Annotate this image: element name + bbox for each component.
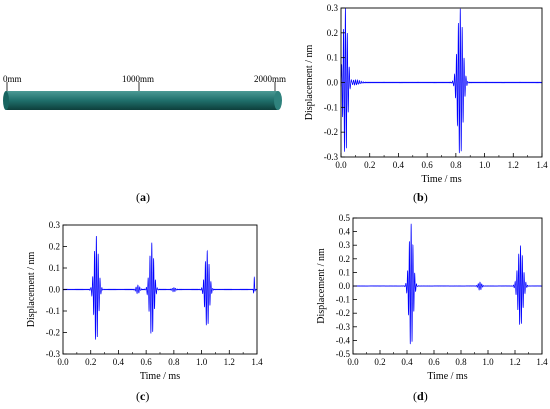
- chart-b-ytick-label: 0.2: [327, 28, 338, 38]
- chart-b-xtick-label: 1.2: [508, 160, 519, 170]
- chart-c-xtick-label: 0.2: [85, 357, 96, 367]
- chart-b-ytick-label: 0.1: [327, 53, 338, 63]
- chart-d-ytick-label: 0.1: [339, 267, 350, 277]
- chart-c-ytick-label: 0.2: [49, 242, 60, 252]
- panel-label-d: (d): [413, 389, 428, 403]
- chart-b-ytick-label: -0.2: [324, 127, 338, 137]
- chart-c-xtick-label: 0.6: [141, 357, 153, 367]
- chart-b: 0.0 0.2 0.4 0.6 0.8 1.0 1.2 1.4 0.3 0.2 0.1 0.0 -0.1…: [304, 3, 548, 185]
- chart-b-xtick-label: 0.2: [364, 160, 375, 170]
- chart-c-series: [62, 236, 258, 340]
- panel-label-a: (a): [136, 190, 150, 204]
- chart-b-xtick-label: 0.6: [422, 160, 434, 170]
- chart-b-ytick-label: -0.1: [324, 102, 338, 112]
- chart-d-xtick-label: 0.6: [428, 357, 440, 367]
- pipe-marker-0: 0mm: [3, 74, 22, 84]
- chart-d-ytick-label: -0.5: [336, 349, 351, 359]
- chart-d-ytick-label: 0.5: [339, 213, 351, 223]
- chart-c-ytick-label: 0.1: [49, 263, 60, 273]
- chart-b-xtick-label: 0.0: [335, 160, 347, 170]
- pipe-model-svg: 0mm 1000mm 2000mm: [3, 74, 286, 110]
- pipe-body: [6, 91, 278, 110]
- chart-b-xtick-label: 1.0: [479, 160, 491, 170]
- chart-b-ytick-label: -0.3: [324, 152, 339, 162]
- chart-c-ytick-label: -0.1: [46, 306, 60, 316]
- pipe-start-cap: [3, 91, 9, 110]
- chart-d: 0.0 0.2 0.4 0.6 0.8 1.0 1.2 1.4 0.5 0.4 0.3 0.2 0.1 0…: [316, 213, 548, 382]
- chart-d-xtick-label: 0.8: [455, 357, 467, 367]
- chart-b-xtick-label: 0.4: [393, 160, 405, 170]
- chart-d-ytick-label: -0.1: [336, 295, 350, 305]
- pipe-marker-2: 2000mm: [254, 74, 286, 84]
- chart-d-xtick-label: 1.4: [536, 357, 548, 367]
- chart-d-xtick-label: 0.0: [347, 357, 359, 367]
- chart-c-xtick-label: 1.4: [251, 357, 263, 367]
- pipe-end-cap: [274, 91, 282, 110]
- chart-b-xlabel: Time / ms: [421, 174, 461, 185]
- chart-d-xtick-label: 0.4: [401, 357, 413, 367]
- chart-d-ytick-label: 0.2: [339, 254, 350, 264]
- chart-c-xtick-label: 1.0: [196, 357, 208, 367]
- chart-d-ytick-label: -0.2: [336, 308, 350, 318]
- chart-c-ytick-label: -0.3: [46, 349, 61, 359]
- chart-c-ylabel: Displacement / nm: [26, 252, 37, 328]
- chart-d-ytick-label: 0.0: [339, 281, 351, 291]
- chart-b-xtick-label: 0.8: [450, 160, 462, 170]
- chart-d-ytick-label: -0.4: [336, 335, 351, 345]
- chart-c-xtick-label: 0.0: [57, 357, 69, 367]
- chart-d-series: [352, 223, 543, 345]
- panel-label-b: (b): [413, 190, 428, 204]
- chart-d-xtick-label: 1.0: [482, 357, 494, 367]
- chart-b-series: [340, 8, 543, 154]
- chart-d-xlabel: Time / ms: [427, 371, 467, 382]
- chart-b-ylabel: Displacement / nm: [304, 45, 315, 121]
- chart-c-xlabel: Time / ms: [140, 371, 180, 382]
- panel-label-c: (c): [136, 389, 150, 403]
- chart-b-ytick-label: 0.0: [327, 78, 339, 88]
- chart-c-xtick-label: 0.8: [168, 357, 180, 367]
- pipe-marker-1: 1000mm: [122, 74, 154, 84]
- chart-c-ytick-label: -0.2: [46, 328, 60, 338]
- chart-d-xtick-label: 1.2: [509, 357, 520, 367]
- chart-c-ytick-label: 0.0: [49, 285, 61, 295]
- chart-c-xtick-label: 0.4: [113, 357, 125, 367]
- chart-d-ylabel: Displacement / nm: [316, 248, 327, 324]
- pipe-model: 0mm 1000mm 2000mm: [0, 60, 290, 130]
- chart-d-xtick-label: 0.2: [374, 357, 385, 367]
- chart-c: 0.0 0.2 0.4 0.6 0.8 1.0 1.2 1.4 0.3 0.2 0.1 0.0 -0.1…: [26, 220, 263, 382]
- chart-c-xtick-label: 1.2: [224, 357, 235, 367]
- chart-d-ytick-label: 0.4: [339, 227, 351, 237]
- chart-d-ytick-label: 0.3: [339, 240, 351, 250]
- chart-c-ytick-label: 0.3: [49, 220, 61, 230]
- chart-d-ytick-label: -0.3: [336, 322, 351, 332]
- chart-b-ytick-label: 0.3: [327, 3, 339, 13]
- chart-b-xtick-label: 1.4: [536, 160, 548, 170]
